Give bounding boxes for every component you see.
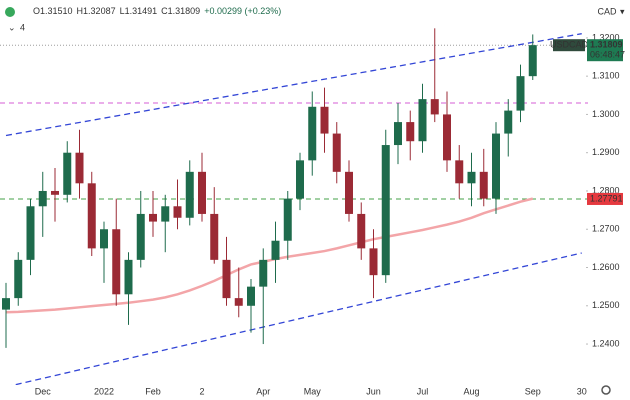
x-tick-label: Dec [35,386,52,396]
candle-body [357,213,366,249]
candle-body [479,171,488,199]
level-tag [587,192,623,205]
currency: CAD [597,6,617,16]
header-ohlc: O1.31510 H1.32087 L1.31491 C1.31809 +0.00299… [33,6,281,16]
candle-body [173,206,182,218]
header-ohlc-item: H1.32087 [77,6,116,16]
candle-body [124,259,133,295]
candle-body [161,206,170,222]
candle-body [467,171,476,184]
candle-body [38,190,47,207]
trendline [11,252,582,385]
x-tick-label: Feb [145,386,161,396]
x-tick-label: Apr [256,386,270,396]
candle-body [369,248,378,276]
y-tick-label: 1.2600 [592,262,620,272]
candle-body [332,133,341,172]
candle-body [26,206,35,260]
price-tag [587,39,623,62]
candle-body [418,99,427,142]
y-tick-label: 1.2400 [592,338,620,348]
x-tick-label: Aug [463,386,479,396]
y-tick-label: 1.3200 [592,32,620,42]
candle-body [112,229,121,295]
x-tick-label: Sep [525,386,541,396]
candle-body [504,110,513,134]
header-ohlc-item: L1.31491 [120,6,158,16]
collapse-arrow[interactable]: ⌄ [8,22,16,32]
candle-body [394,122,402,146]
candle-body [100,229,108,249]
candle-body [345,171,353,214]
candle-body [283,198,292,241]
x-tick-label: 30 [577,386,587,396]
candle-body [430,99,439,115]
x-tick-label: Jun [366,386,381,396]
y-tick-label: 1.3000 [592,109,620,119]
candle-body [381,145,390,276]
candle-body [75,152,84,184]
y-tick-label: 1.2800 [592,185,620,195]
header-change: +0.00299 (+0.23%) [204,6,281,16]
x-tick-label: May [304,386,322,396]
candle-body [320,106,329,134]
y-tick-label: 1.2500 [592,300,620,310]
candle-body [443,114,451,161]
candle-body [308,106,317,161]
x-tick-label: Jul [417,386,429,396]
currency-arrow[interactable]: ▾ [620,6,625,16]
candle-body [455,160,464,184]
candle-body [51,190,59,195]
candle-body [271,240,280,260]
countdown: 06:48:47 [590,50,625,60]
candle-body [136,213,145,260]
level-tag-label: 1.27791 [590,193,623,203]
plot-area [0,28,588,385]
x-tick-label: 2022 [94,386,114,396]
symbol-tag [553,39,585,52]
indicator-count[interactable]: 4 [20,22,25,32]
candle-body [14,259,23,299]
moving-average [5,197,534,314]
candle-body [516,76,525,111]
trendline [5,33,582,137]
y-tick-label: 1.2700 [592,224,620,234]
symbol-icon [5,7,15,17]
candle-body [198,171,206,214]
candle-body [296,160,304,199]
price-tag-label: 1.31809 [590,40,623,50]
candle-body [259,259,268,287]
candle-body [492,133,500,199]
candle-body [234,298,243,306]
x-tick-label: 2 [199,386,204,396]
candle-body [185,171,194,218]
y-tick-label: 1.3100 [592,71,620,81]
axes: 1.2400 1.2500 1.2600 1.2700 1.2800 1.2900 1.30… [35,32,620,396]
header-ohlc-item: C1.31809 [161,6,200,16]
candle-body [149,213,157,222]
candle-body [247,286,255,306]
settings-icon[interactable] [601,385,611,395]
candle-body [406,122,415,142]
candle-body [2,298,10,310]
header-ohlc-item: O1.31510 [33,6,73,16]
candle-body [87,183,96,249]
symbol-tag-label: USDCAD [550,40,589,50]
y-tick-label: 1.2900 [592,147,620,157]
candle-body [528,45,537,77]
candle-body [210,213,219,260]
candle-body [222,259,231,299]
candle-body [63,152,72,195]
